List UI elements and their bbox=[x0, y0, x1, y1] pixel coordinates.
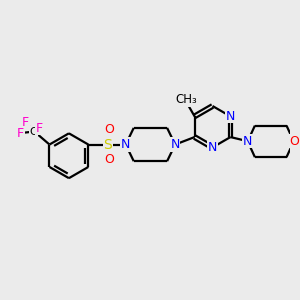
Text: F: F bbox=[35, 122, 42, 135]
Text: O: O bbox=[104, 123, 114, 136]
Text: N: N bbox=[170, 138, 180, 151]
Text: N: N bbox=[208, 141, 217, 154]
Text: N: N bbox=[243, 135, 252, 148]
Text: F: F bbox=[22, 116, 29, 129]
Text: C: C bbox=[30, 127, 38, 136]
Text: O: O bbox=[104, 153, 114, 166]
Text: N: N bbox=[121, 138, 130, 151]
Text: CH₃: CH₃ bbox=[175, 94, 197, 106]
Text: S: S bbox=[103, 137, 112, 152]
Text: F: F bbox=[17, 127, 24, 140]
Text: N: N bbox=[226, 110, 235, 123]
Text: O: O bbox=[289, 135, 298, 148]
